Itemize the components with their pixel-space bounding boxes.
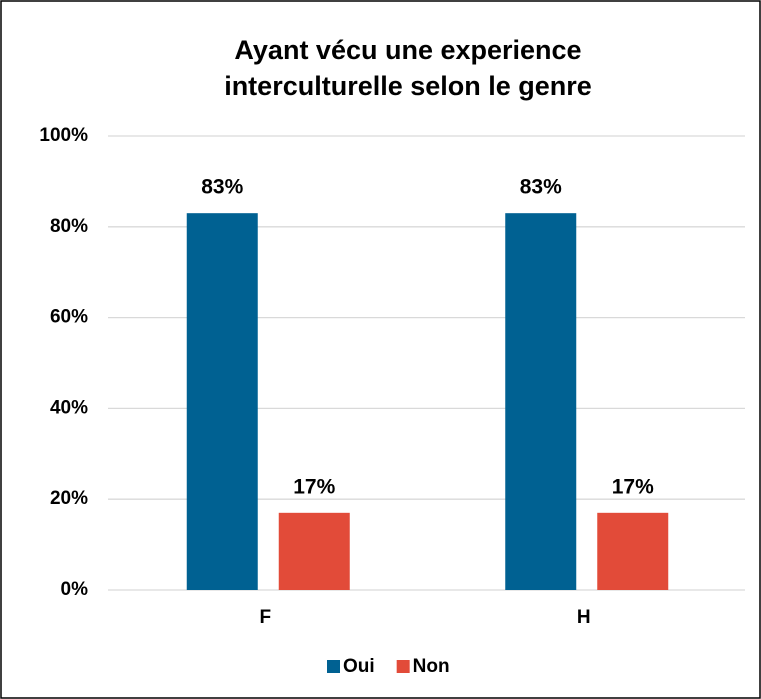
value-label: 83%: [201, 176, 243, 199]
x-tick-label: H: [577, 607, 591, 628]
value-label: 17%: [293, 475, 335, 498]
bar: [278, 512, 350, 590]
bar: [597, 512, 669, 590]
bar: [186, 213, 258, 590]
legend-swatch: [327, 660, 340, 673]
legend-label: Non: [413, 656, 450, 677]
y-tick-label: 40%: [50, 397, 88, 418]
y-tick-label: 100%: [39, 125, 88, 146]
value-label: 17%: [612, 475, 654, 498]
y-tick-label: 0%: [61, 579, 89, 600]
legend-swatch: [396, 660, 410, 673]
value-label: 83%: [520, 176, 562, 199]
chart-title: interculturelle selon le genre: [224, 71, 592, 101]
y-tick-label: 60%: [50, 307, 88, 328]
bar: [505, 213, 577, 590]
legend-label: Oui: [343, 656, 375, 677]
y-tick-label: 80%: [50, 216, 88, 237]
x-tick-label: F: [259, 607, 271, 628]
y-tick-label: 20%: [50, 488, 88, 509]
chart-title: Ayant vécu une experience: [234, 35, 581, 65]
